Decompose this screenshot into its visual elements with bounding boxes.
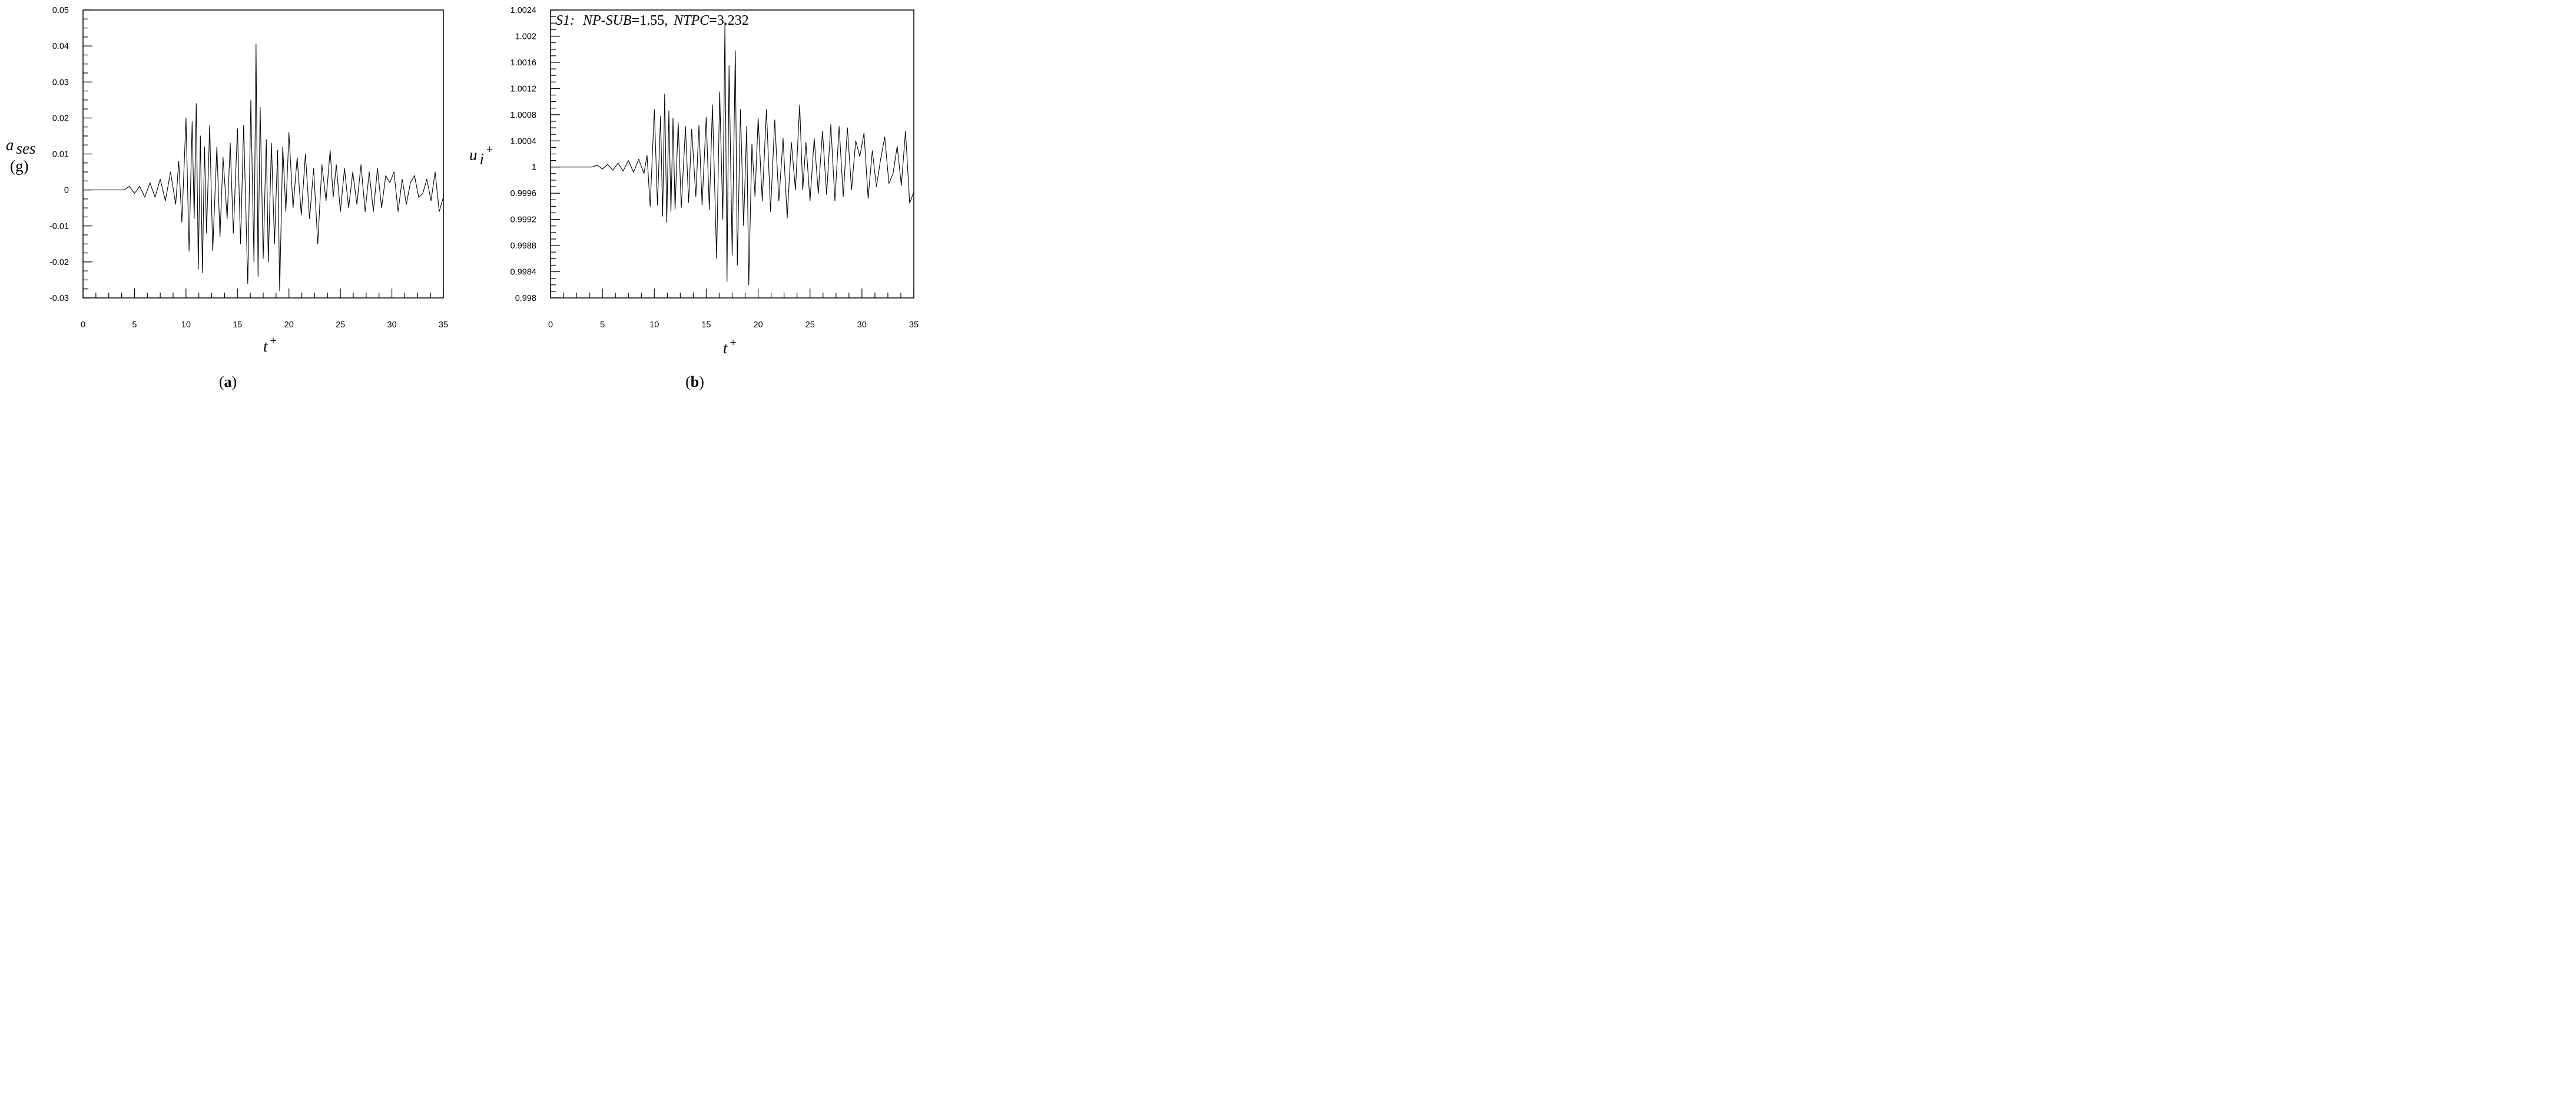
a-y-tick-label: 0 xyxy=(64,186,69,195)
b-y-tick-label: 0.9996 xyxy=(510,189,536,198)
panel-b-caption-letter: b xyxy=(691,373,699,390)
panel-b-y-tick-labels: 0.998 0.9984 0.9988 0.9992 0.9996 1 1.0004 1.00… xyxy=(510,6,536,303)
panel-b-series-line xyxy=(551,21,914,286)
panel-a-x-ticks xyxy=(82,288,444,298)
a-x-tick-label: 20 xyxy=(284,320,294,330)
panel-a-x-tick-labels: 0 5 10 15 20 25 30 35 xyxy=(81,320,448,330)
panel-a-caption-letter: a xyxy=(224,373,232,390)
b-y-tick-label: 1.0024 xyxy=(510,6,536,15)
panel-b-x-ticks xyxy=(550,288,914,298)
a-y-tick-label: 0.03 xyxy=(52,78,69,87)
panel-a-x-axis-title-sup: + xyxy=(270,334,277,347)
panel-b-caption: (b) xyxy=(685,373,704,390)
panel-a-caption: (a) xyxy=(219,373,237,390)
panel-b-x-tick-labels: 0 5 10 15 20 25 30 35 xyxy=(548,320,919,330)
panel-b-x-axis-title-sup: + xyxy=(730,336,737,349)
a-y-tick-label: -0.03 xyxy=(49,294,69,303)
panel-a-y-axis-title-sub: ses xyxy=(16,140,36,157)
panel-b: 0 5 10 15 20 25 30 35 0.9980.99840.99880.99920.… xyxy=(469,6,919,390)
figure: 0 5 10 15 20 25 30 35 -0.03-0.02-0.0100.010.020… xyxy=(6,6,919,390)
b-x-tick-label: 10 xyxy=(649,320,659,330)
panel-b-annotation-n1-sub: P-SUB xyxy=(592,13,632,28)
panel-b-y-axis-title-main: u xyxy=(469,146,478,164)
b-y-tick-label: 1.0016 xyxy=(510,58,536,68)
a-y-tick-label: 0.02 xyxy=(52,114,69,123)
b-x-tick-label: 30 xyxy=(857,320,867,330)
b-x-tick-label: 15 xyxy=(701,320,711,330)
b-y-tick-label: 1.0008 xyxy=(510,111,536,120)
panel-a-y-ticks xyxy=(83,9,92,299)
b-x-tick-label: 20 xyxy=(754,320,763,330)
a-y-tick-label: 0.05 xyxy=(52,6,69,15)
panel-a-x-axis-title-main: t xyxy=(263,337,268,355)
panel-b-annotation-n2: N xyxy=(673,13,684,28)
panel-a-y-axis-title: a ses xyxy=(6,136,36,157)
panel-a-y-axis-unit: (g) xyxy=(10,157,28,175)
b-y-tick-label: 0.9984 xyxy=(510,268,536,277)
a-y-tick-label: 0.04 xyxy=(52,42,69,51)
b-x-tick-label: 25 xyxy=(805,320,815,330)
b-x-tick-label: 5 xyxy=(600,320,605,330)
panel-a: 0 5 10 15 20 25 30 35 -0.03 -0.02 -0.01 0 0.01 0.02 0… xyxy=(6,6,448,390)
b-y-tick-label: 0.9988 xyxy=(510,241,536,251)
panel-b-annotation-n1-value: =1.55, xyxy=(632,13,668,28)
a-x-tick-label: 15 xyxy=(233,320,242,330)
b-x-tick-label: 0 xyxy=(548,320,553,330)
a-y-tick-label: -0.01 xyxy=(49,222,69,231)
panel-b-annotation-n2-value: =3.232 xyxy=(709,13,749,28)
panel-b-x-axis-title: t + xyxy=(723,336,737,357)
b-x-tick-label: 35 xyxy=(909,320,919,330)
panel-b-annotation-n2-sub: TPC xyxy=(683,13,710,28)
panel-b-y-ticks xyxy=(551,9,560,299)
panel-a-y-axis-title-main: a xyxy=(6,136,14,154)
b-y-tick-label: 1 xyxy=(532,163,536,173)
a-x-tick-label: 10 xyxy=(181,320,191,330)
a-x-tick-label: 5 xyxy=(132,320,137,330)
b-y-tick-label: 1.002 xyxy=(515,32,536,41)
a-x-tick-label: 0 xyxy=(81,320,85,330)
panel-a-x-axis-title: t + xyxy=(263,334,277,355)
panel-b-y-axis-title: u i + xyxy=(469,143,493,168)
b-y-tick-label: 0.9992 xyxy=(510,215,536,225)
panel-b-annotation-n1: N xyxy=(582,13,594,28)
panel-b-annotation-case: S1: xyxy=(556,13,575,28)
a-x-tick-label: 25 xyxy=(336,320,345,330)
panel-b-annotation: S1: NP-SUB=1.55, NTPC=3.232 xyxy=(556,13,749,28)
a-x-tick-label: 35 xyxy=(439,320,448,330)
panel-b-x-axis-title-main: t xyxy=(723,339,728,357)
b-y-tick-label: 1.0004 xyxy=(510,137,536,146)
a-y-tick-label: -0.02 xyxy=(49,258,69,267)
a-x-tick-label: 30 xyxy=(387,320,397,330)
b-y-tick-label: 0.998 xyxy=(515,294,536,303)
panel-a-y-tick-labels: -0.03 -0.02 -0.01 0 0.01 0.02 0.03 0.04 0.05 xyxy=(49,6,69,303)
panel-b-y-axis-title-sup: + xyxy=(486,143,493,156)
b-y-tick-label: 1.0012 xyxy=(510,84,536,94)
a-y-tick-label: 0.01 xyxy=(52,150,69,160)
panel-a-series-line xyxy=(83,44,444,291)
panel-b-y-axis-title-sub: i xyxy=(480,150,485,168)
